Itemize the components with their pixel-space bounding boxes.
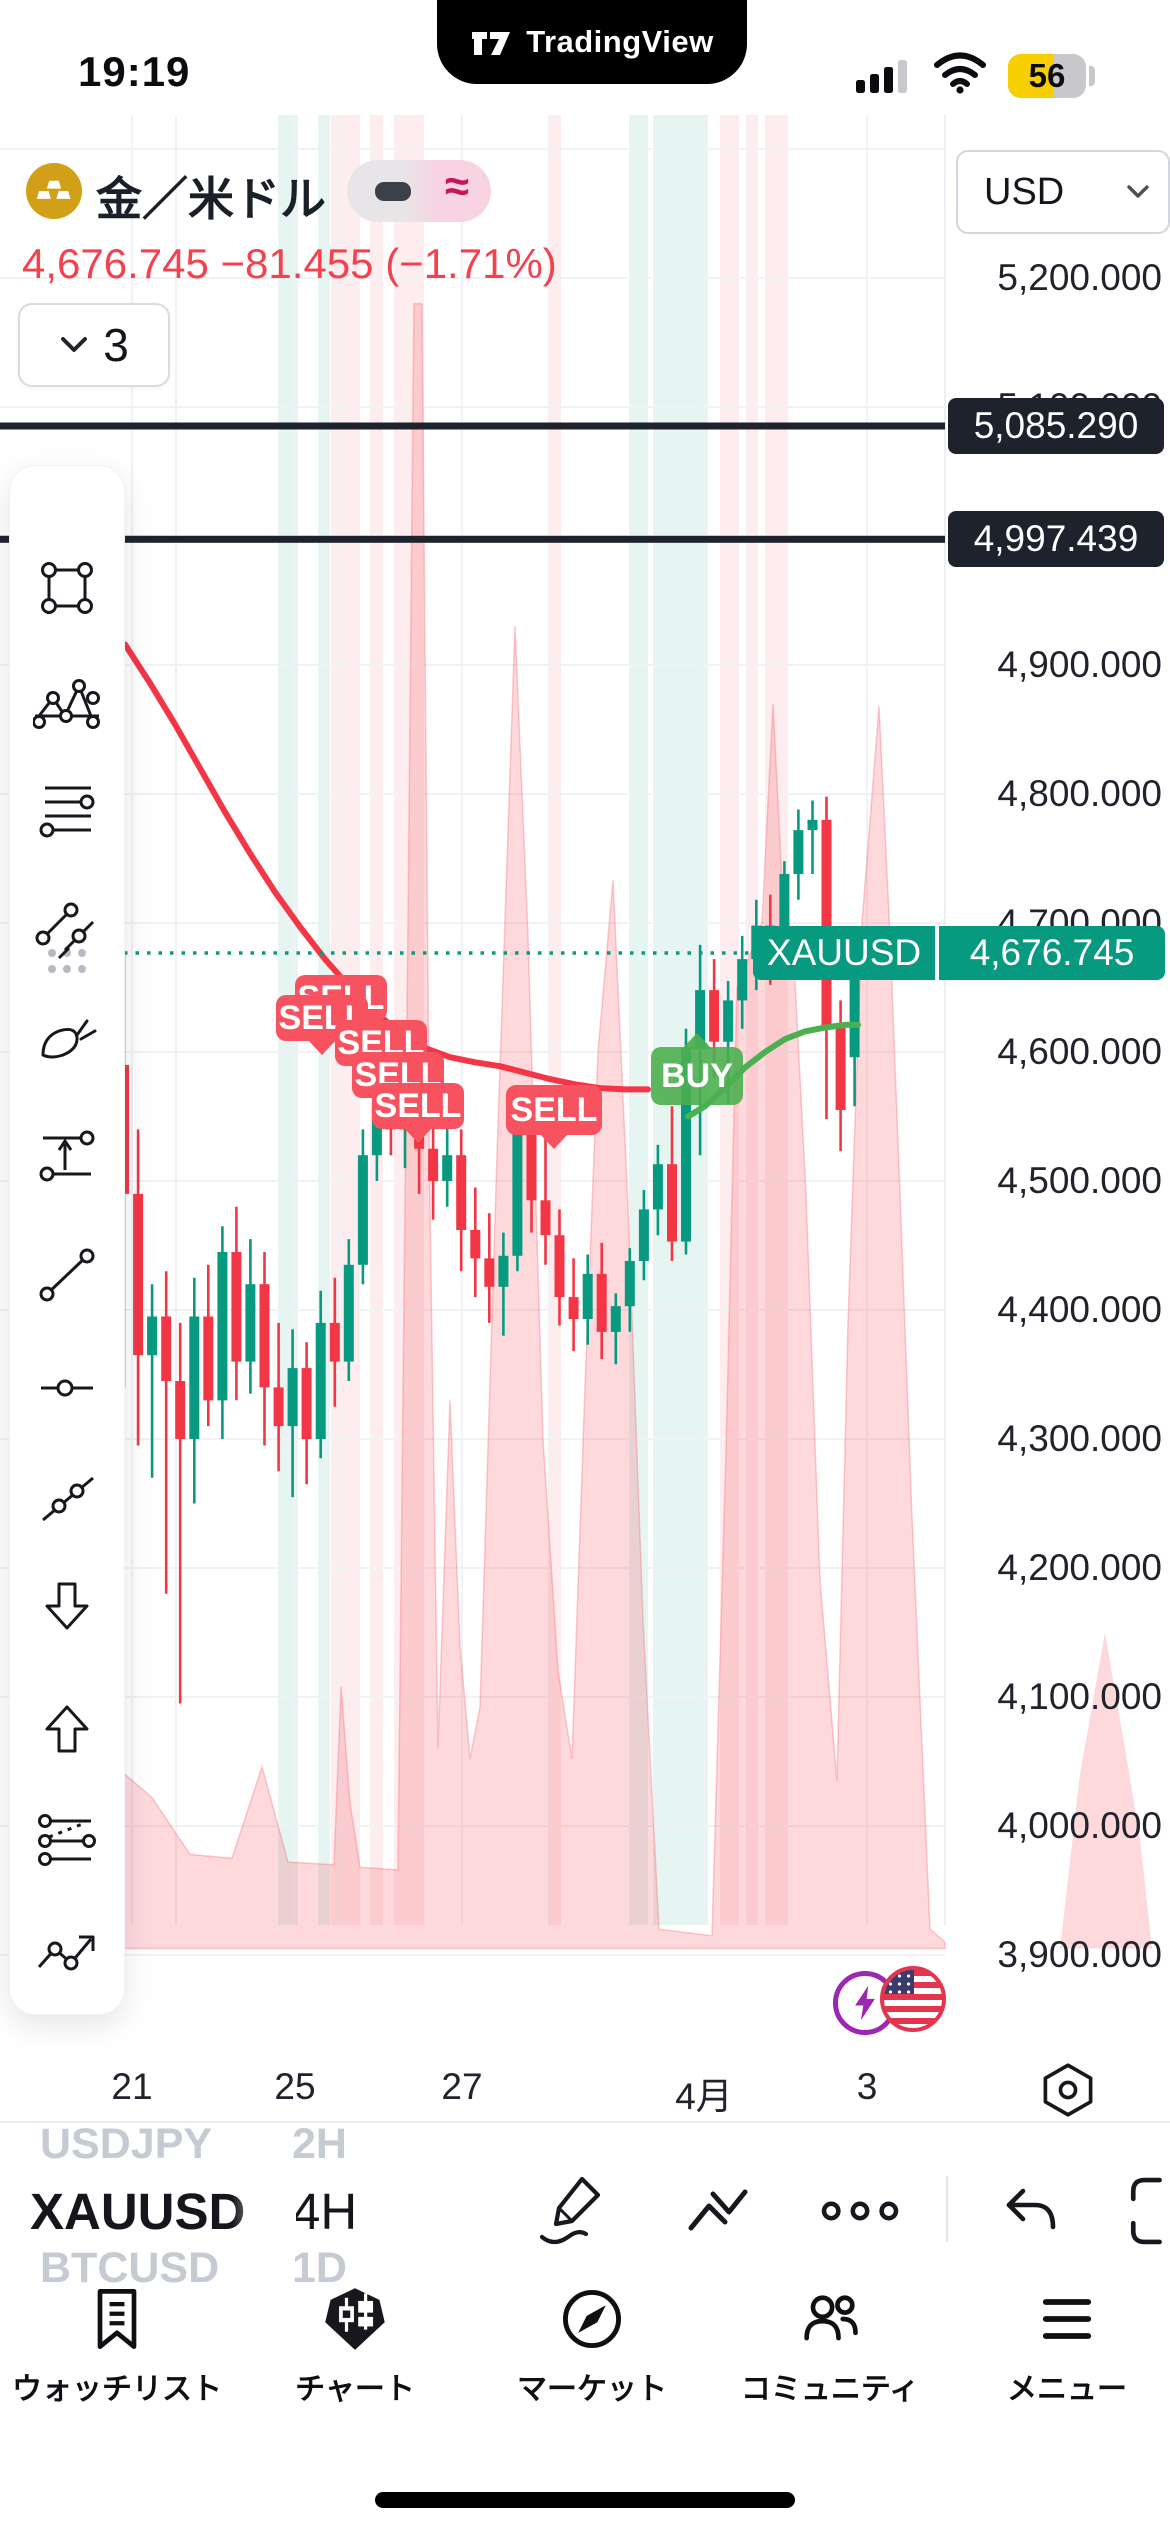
interval-current[interactable]: 4H xyxy=(292,2182,358,2240)
symbol-current[interactable]: XAUUSD xyxy=(30,2173,296,2244)
nav-community[interactable]: コミュニティ xyxy=(730,2284,930,2408)
drag-handle[interactable] xyxy=(29,923,105,999)
sell-signal-label: SELL xyxy=(506,1085,602,1135)
community-icon xyxy=(804,2295,858,2341)
dash-style-icon[interactable] xyxy=(375,182,411,201)
parallel-lines-tool-icon[interactable] xyxy=(29,770,105,846)
chart-icon xyxy=(325,2288,385,2350)
price-tick: 4,800.000 xyxy=(997,773,1162,814)
price-tick: 4,100.000 xyxy=(997,1676,1162,1717)
nav-menu[interactable]: メニュー xyxy=(967,2284,1167,2408)
sell-signal-label: SELL xyxy=(372,1083,464,1129)
arrow-up-tool-icon[interactable] xyxy=(29,1691,105,1767)
price-change: −81.455 (−1.71%) xyxy=(220,240,557,287)
brand-name: TradingView xyxy=(526,24,714,59)
last-price: 4,676.745 xyxy=(22,240,209,287)
time-tick: 4月 xyxy=(675,2076,733,2117)
ray-tool-icon[interactable] xyxy=(29,1460,105,1536)
tradingview-logo-icon xyxy=(470,25,514,59)
zigzag-arrow-tool-icon[interactable] xyxy=(29,1913,105,1989)
wifi-icon xyxy=(933,52,987,94)
interval-prev[interactable]: 2H xyxy=(292,2119,347,2168)
interval-next[interactable]: 1D xyxy=(292,2243,347,2292)
bottom-navigation: ウォッチリスト チャート マーケット コミュニティ メニュー xyxy=(0,2284,1170,2444)
picker-row-prev[interactable]: USDJPY 2H xyxy=(0,2120,1170,2168)
gold-symbol-icon xyxy=(26,163,82,219)
currency-value: USD xyxy=(984,170,1065,213)
chevron-down-icon xyxy=(1127,185,1149,198)
price-tick: 4,400.000 xyxy=(997,1289,1162,1330)
price-tick: 4,500.000 xyxy=(997,1160,1162,1201)
interval-count: 3 xyxy=(103,319,129,371)
battery-percent: 56 xyxy=(1028,57,1066,94)
parallel-channel-tool-icon[interactable] xyxy=(29,890,105,966)
arrow-down-tool-icon[interactable] xyxy=(29,1568,105,1644)
nav-markets[interactable]: マーケット xyxy=(492,2284,692,2408)
symbol-next[interactable]: BTCUSD xyxy=(40,2243,220,2292)
price-row: 4,676.745 −81.455 (−1.71%) xyxy=(22,240,557,288)
draw-pen-icon[interactable] xyxy=(527,2166,617,2256)
price-line-badge: 5,085.290 xyxy=(948,397,1164,454)
undo-icon[interactable] xyxy=(986,2166,1076,2256)
time-tick: 27 xyxy=(441,2066,483,2107)
price-tick: 4,000.000 xyxy=(997,1805,1162,1846)
time-tick: 21 xyxy=(111,2066,153,2107)
fib-retracement-tool-icon[interactable] xyxy=(29,1803,105,1879)
symbol-prev[interactable]: USDJPY xyxy=(40,2119,213,2168)
buy-signal-label: BUY xyxy=(651,1047,743,1105)
battery-level xyxy=(1008,54,1054,98)
current-price-value: 4,676.745 xyxy=(939,925,1165,980)
markets-compass-icon xyxy=(562,2289,622,2349)
current-price-badge: XAUUSD 4,676.745 xyxy=(753,925,1165,980)
us-flag-icon[interactable] xyxy=(880,1966,946,2032)
battery-icon: 56 xyxy=(1008,54,1086,98)
battery-nub xyxy=(1089,66,1095,86)
drawing-toolbar xyxy=(9,465,125,2015)
brush-tool-icon[interactable] xyxy=(29,1003,105,1079)
nav-watchlist[interactable]: ウォッチリスト xyxy=(12,2284,222,2408)
symbol-label: XAUUSD xyxy=(753,925,935,980)
price-tick: 4,300.000 xyxy=(997,1418,1162,1459)
price-tick: 5,200.000 xyxy=(997,257,1162,298)
menu-icon xyxy=(1042,2299,1092,2339)
price-line-badge: 4,997.439 xyxy=(948,511,1164,568)
rectangle-tool-icon[interactable] xyxy=(29,550,105,626)
sell-signal-label: SELL xyxy=(276,995,368,1041)
trend-line-tool-icon[interactable] xyxy=(29,1238,105,1314)
settings-hexagon-icon[interactable] xyxy=(1040,2062,1096,2118)
more-options-icon[interactable] xyxy=(815,2166,905,2256)
picker-row-current[interactable]: XAUUSD 4H xyxy=(0,2165,1170,2257)
approx-style-icon[interactable]: ≈ xyxy=(444,162,469,211)
xabcd-pattern-tool-icon[interactable] xyxy=(29,666,105,742)
fullscreen-icon[interactable] xyxy=(1122,2166,1170,2256)
price-tick: 4,900.000 xyxy=(997,644,1162,685)
price-tick: 3,900.000 xyxy=(997,1934,1162,1975)
interval-dropdown-button[interactable]: 3 xyxy=(18,303,170,387)
instrument-title[interactable]: 金／米ドル xyxy=(96,173,326,225)
watchlist-icon xyxy=(97,2289,137,2349)
toolbar-divider xyxy=(946,2176,948,2242)
cellular-signal-icon xyxy=(856,60,907,93)
price-range-tool-icon[interactable] xyxy=(29,1118,105,1194)
home-indicator[interactable] xyxy=(375,2492,795,2508)
horizontal-line-tool-icon[interactable] xyxy=(29,1350,105,1426)
time-tick: 3 xyxy=(856,2066,878,2107)
price-tick: 4,200.000 xyxy=(997,1547,1162,1588)
picker-row-next[interactable]: BTCUSD 1D xyxy=(0,2244,1170,2292)
chart-style-toggle[interactable]: ≈ xyxy=(347,160,491,222)
nav-chart[interactable]: チャート xyxy=(255,2284,455,2408)
currency-select[interactable]: USD xyxy=(956,150,1170,234)
time-tick: 25 xyxy=(274,2066,316,2107)
price-tick: 4,600.000 xyxy=(997,1031,1162,1072)
chevron-down-icon xyxy=(61,337,88,352)
indicators-icon[interactable] xyxy=(670,2166,760,2256)
tradingview-splash-pill: TradingView xyxy=(437,0,747,84)
clock: 19:19 xyxy=(78,48,191,95)
